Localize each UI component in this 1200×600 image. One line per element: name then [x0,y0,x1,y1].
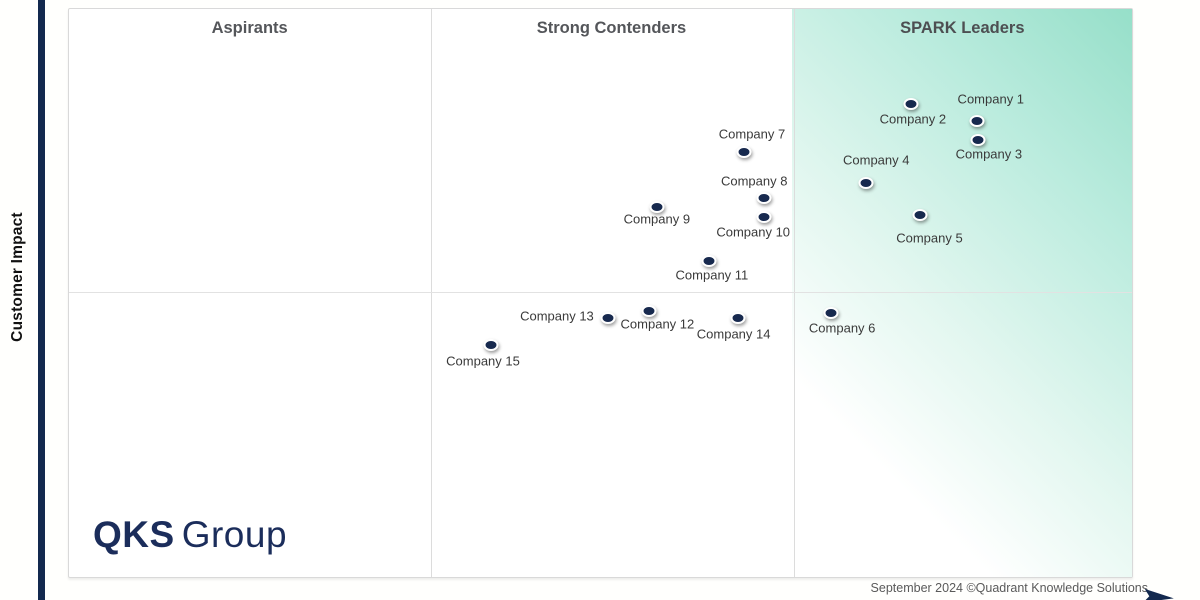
y-axis-label: Customer Impact [9,212,26,342]
company-label: Company 1 [957,91,1025,107]
company-dot [756,211,772,224]
company-label: Company 12 [620,316,695,332]
y-axis-line [38,0,45,600]
company-label: Company 10 [716,224,791,240]
company-label: Company 4 [843,152,910,168]
company-label: Company 11 [675,267,749,283]
company-label: Company 14 [696,326,771,342]
plot-area: Aspirants Strong Contenders SPARK Leader… [68,8,1133,578]
company-dot [649,201,665,214]
quadrant-divider-horizontal [69,292,1132,293]
quadrant-divider-vertical-2 [794,9,795,577]
logo-text-group: Group [181,514,288,555]
company-label: Company 3 [955,146,1023,162]
company-label: Company 7 [718,126,786,142]
company-dot [483,338,499,351]
company-dot [701,255,717,268]
company-dot [858,177,874,190]
company-dot [969,115,985,128]
logo-text-qks: QKS [93,514,175,555]
company-dot [912,209,928,222]
company-label: Company 9 [623,211,691,227]
quadrant-label-aspirants: Aspirants [211,19,288,37]
company-label: Company 15 [446,353,520,369]
quadrant-divider-vertical-1 [431,9,432,577]
company-label: Company 6 [808,320,876,336]
company-dot [970,133,986,146]
quadrant-label-spark-leaders: SPARK Leaders [900,19,1025,37]
company-dot [641,305,657,318]
company-label: Company 2 [879,111,947,127]
company-label: Company 5 [896,230,963,246]
company-label: Company 13 [520,308,594,324]
quadrant-label-strong-contenders: Strong Contenders [536,19,687,37]
company-dot [823,306,839,319]
company-dot [600,311,616,324]
company-dot [736,145,752,158]
company-label: Company 8 [720,173,788,189]
qks-group-logo: QKS Group [93,514,287,556]
copyright-text: September 2024 ©Quadrant Knowledge Solut… [870,581,1148,595]
company-dot [756,192,772,205]
spark-leaders-gradient-background [792,9,1132,577]
company-dot [903,98,919,111]
company-dot [730,311,746,324]
quadrant-headers: Aspirants Strong Contenders SPARK Leader… [69,19,1132,38]
